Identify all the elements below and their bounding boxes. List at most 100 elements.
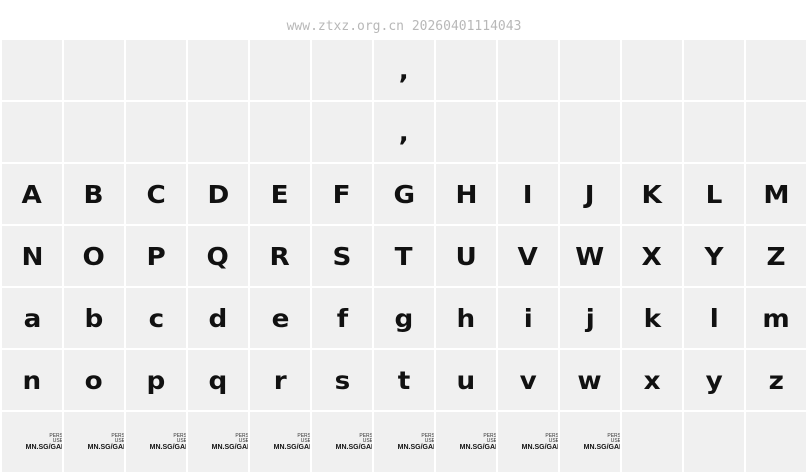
glyph-cell[interactable]: , <box>374 40 434 100</box>
glyph-cell[interactable]: U <box>436 226 496 286</box>
glyph-cell[interactable] <box>746 40 806 100</box>
glyph-cell[interactable]: PERS USE MN.SG/GAI <box>436 412 496 472</box>
glyph-cell[interactable]: k <box>622 288 682 348</box>
glyph-cell[interactable]: PERS USE MN.SG/GAI <box>498 412 558 472</box>
glyph-cell[interactable]: PERS USE MN.SG/GAI <box>2 412 62 472</box>
glyph: d <box>208 303 228 333</box>
glyph-cell[interactable]: G <box>374 164 434 224</box>
glyph-cell[interactable]: e <box>250 288 310 348</box>
glyph: j <box>585 303 595 333</box>
glyph-cell[interactable]: u <box>436 350 496 410</box>
glyph-cell[interactable] <box>250 40 310 100</box>
glyph-cell[interactable]: l <box>684 288 744 348</box>
glyph-cell[interactable]: E <box>250 164 310 224</box>
glyph-cell[interactable]: j <box>560 288 620 348</box>
glyph-cell[interactable]: C <box>126 164 186 224</box>
glyph-cell[interactable] <box>498 40 558 100</box>
glyph-cell[interactable]: T <box>374 226 434 286</box>
glyph-cell[interactable]: g <box>374 288 434 348</box>
glyph-cell[interactable] <box>622 412 682 472</box>
glyph-cell[interactable] <box>746 102 806 162</box>
glyph-cell[interactable]: y <box>684 350 744 410</box>
glyph-cell[interactable]: h <box>436 288 496 348</box>
glyph-cell[interactable]: I <box>498 164 558 224</box>
glyph-cell[interactable]: m <box>746 288 806 348</box>
glyph-cell[interactable]: v <box>498 350 558 410</box>
glyph-cell[interactable]: b <box>64 288 124 348</box>
glyph-cell[interactable] <box>560 40 620 100</box>
glyph-cell[interactable] <box>560 102 620 162</box>
glyph-cell[interactable]: S <box>312 226 372 286</box>
glyph-cell[interactable] <box>126 102 186 162</box>
glyph-cell[interactable]: R <box>250 226 310 286</box>
glyph-cell[interactable] <box>498 102 558 162</box>
glyph-cell[interactable]: Y <box>684 226 744 286</box>
glyph-cell[interactable]: B <box>64 164 124 224</box>
glyph-cell[interactable]: p <box>126 350 186 410</box>
glyph-cell[interactable]: f <box>312 288 372 348</box>
glyph-cell[interactable] <box>684 412 744 472</box>
glyph-cell[interactable]: D <box>188 164 248 224</box>
glyph-cell[interactable]: H <box>436 164 496 224</box>
glyph-cell[interactable]: r <box>250 350 310 410</box>
glyph-cell[interactable]: a <box>2 288 62 348</box>
glyph-cell[interactable] <box>2 40 62 100</box>
glyph: x <box>643 365 661 395</box>
logo-line: USE <box>114 438 124 444</box>
glyph-cell[interactable] <box>684 40 744 100</box>
glyph-cell[interactable] <box>312 40 372 100</box>
glyph-cell[interactable]: t <box>374 350 434 410</box>
glyph-cell[interactable]: A <box>2 164 62 224</box>
glyph-cell[interactable] <box>64 102 124 162</box>
glyph-cell[interactable] <box>250 102 310 162</box>
glyph-cell[interactable]: PERS USE MN.SG/GAI <box>188 412 248 472</box>
glyph-cell[interactable]: o <box>64 350 124 410</box>
glyph-cell[interactable]: N <box>2 226 62 286</box>
glyph-cell[interactable] <box>622 102 682 162</box>
glyph-cell[interactable]: PERS USE MN.SG/GAI <box>64 412 124 472</box>
glyph-cell[interactable]: O <box>64 226 124 286</box>
glyph-cell[interactable]: i <box>498 288 558 348</box>
glyph-cell[interactable]: s <box>312 350 372 410</box>
logo-line: PERS <box>235 433 248 439</box>
glyph-cell[interactable] <box>2 102 62 162</box>
logo-line: USE <box>52 438 62 444</box>
logo-line: USE <box>300 438 310 444</box>
glyph-cell[interactable]: P <box>126 226 186 286</box>
glyph-cell[interactable]: W <box>560 226 620 286</box>
glyph-cell[interactable] <box>746 412 806 472</box>
glyph-cell[interactable] <box>188 102 248 162</box>
glyph-cell[interactable]: , <box>374 102 434 162</box>
glyph-cell[interactable] <box>436 40 496 100</box>
glyph-cell[interactable]: PERS USE MN.SG/GAI <box>374 412 434 472</box>
glyph-cell[interactable]: F <box>312 164 372 224</box>
glyph-cell[interactable]: c <box>126 288 186 348</box>
glyph-cell[interactable] <box>436 102 496 162</box>
glyph-cell[interactable]: PERS USE MN.SG/GAI <box>560 412 620 472</box>
logo-line: PERS <box>111 433 124 439</box>
glyph-cell[interactable]: w <box>560 350 620 410</box>
glyph-cell[interactable]: V <box>498 226 558 286</box>
glyph-cell[interactable] <box>126 40 186 100</box>
glyph-cell[interactable]: J <box>560 164 620 224</box>
glyph-cell[interactable]: z <box>746 350 806 410</box>
glyph-cell[interactable]: Z <box>746 226 806 286</box>
glyph-cell[interactable]: d <box>188 288 248 348</box>
glyph-cell[interactable]: L <box>684 164 744 224</box>
glyph-cell[interactable]: Q <box>188 226 248 286</box>
glyph-cell[interactable]: PERS USE MN.SG/GAI <box>250 412 310 472</box>
glyph-cell[interactable] <box>188 40 248 100</box>
glyph-cell[interactable]: M <box>746 164 806 224</box>
glyph-cell[interactable]: x <box>622 350 682 410</box>
glyph-cell[interactable] <box>684 102 744 162</box>
glyph-cell[interactable]: X <box>622 226 682 286</box>
glyph-cell[interactable]: PERS USE MN.SG/GAI <box>312 412 372 472</box>
glyph-cell[interactable]: PERS USE MN.SG/GAI <box>126 412 186 472</box>
glyph-cell[interactable] <box>64 40 124 100</box>
glyph-cell[interactable] <box>312 102 372 162</box>
glyph-cell[interactable]: K <box>622 164 682 224</box>
glyph-cell[interactable]: n <box>2 350 62 410</box>
glyph-cell[interactable]: q <box>188 350 248 410</box>
glyph-cell[interactable] <box>622 40 682 100</box>
logo-line: PERS <box>359 433 372 439</box>
